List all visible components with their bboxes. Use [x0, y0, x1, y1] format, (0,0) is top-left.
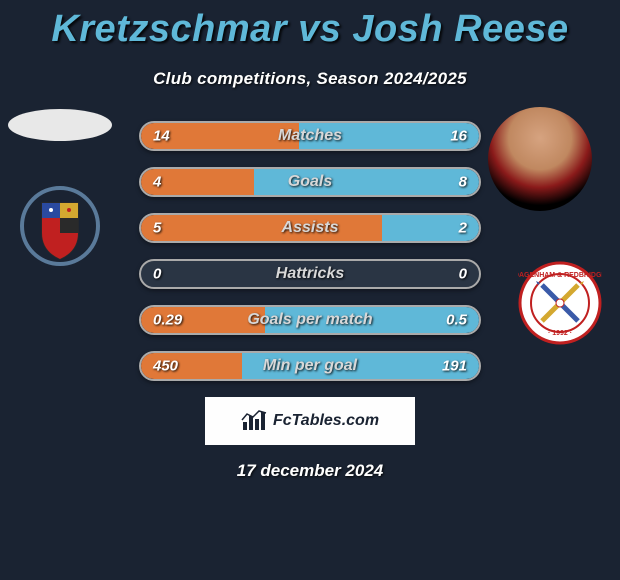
chart-icon — [241, 410, 267, 432]
player-left-avatar — [8, 109, 112, 141]
stat-label: Assists — [282, 219, 339, 237]
stat-bar-left — [141, 215, 382, 241]
stat-value-right: 2 — [459, 220, 467, 237]
club-left-crest — [20, 181, 100, 271]
stat-value-left: 0.29 — [153, 312, 182, 329]
footer-date: 17 december 2024 — [0, 461, 620, 481]
stat-row: 450 191 Min per goal — [139, 351, 481, 381]
stat-value-left: 450 — [153, 358, 178, 375]
stat-bars: 14 16 Matches 4 8 Goals 5 2 Assists 0 0 Hattricks 0.… — [139, 121, 481, 381]
brand-text: FcTables.com — [273, 412, 379, 430]
stat-value-left: 4 — [153, 174, 161, 191]
stat-label: Goals — [288, 173, 332, 191]
stat-row: 0 0 Hattricks — [139, 259, 481, 289]
stat-label: Matches — [278, 127, 342, 145]
stat-label: Min per goal — [263, 357, 357, 375]
stat-value-right: 0.5 — [446, 312, 467, 329]
stat-value-right: 0 — [459, 266, 467, 283]
svg-text:· 1992 ·: · 1992 · — [548, 330, 572, 337]
club-right-crest: DAGENHAM & REDBRIDGE · 1992 · — [518, 261, 602, 345]
stat-row: 4 8 Goals — [139, 167, 481, 197]
stat-row: 14 16 Matches — [139, 121, 481, 151]
stat-label: Hattricks — [276, 265, 344, 283]
subtitle: Club competitions, Season 2024/2025 — [0, 69, 620, 89]
player-right-avatar — [488, 107, 592, 211]
page-title: Kretzschmar vs Josh Reese — [0, 0, 620, 51]
stat-value-right: 16 — [450, 128, 467, 145]
stat-value-left: 5 — [153, 220, 161, 237]
stat-label: Goals per match — [247, 311, 372, 329]
stat-value-right: 191 — [442, 358, 467, 375]
stat-value-left: 0 — [153, 266, 161, 283]
svg-text:DAGENHAM & REDBRIDGE: DAGENHAM & REDBRIDGE — [518, 272, 602, 279]
brand-badge: FcTables.com — [205, 397, 415, 445]
stat-value-left: 14 — [153, 128, 170, 145]
stat-value-right: 8 — [459, 174, 467, 191]
stat-row: 0.29 0.5 Goals per match — [139, 305, 481, 335]
stat-row: 5 2 Assists — [139, 213, 481, 243]
stats-area: DAGENHAM & REDBRIDGE · 1992 · 14 16 Matche… — [0, 121, 620, 381]
